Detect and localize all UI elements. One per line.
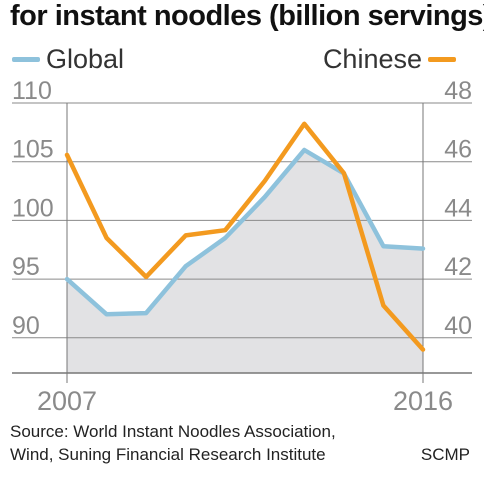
series-line-global [64,147,426,317]
chart-plot: 110 105 100 95 90 48 46 44 42 40 2007 2016 [12,77,472,416]
source-note: Source: World Instant Noodles Associatio… [10,422,336,464]
y-right-tick-label: 46 [444,136,472,164]
y-left-tick-label: 90 [12,312,40,340]
y-left-tick-label: 100 [12,194,54,222]
legend-global-label: Global [46,44,125,74]
legend-chinese: Chinese [323,44,456,75]
y-right-tick-label: 40 [444,312,472,340]
series-line-chinese [64,121,426,352]
y-right-tick-label: 44 [444,194,472,222]
y-right-tick-label: 42 [444,253,472,281]
y-left-tick-label: 95 [12,253,40,281]
legend-chinese-swatch [428,57,456,62]
global-area [67,150,423,373]
x-tick-label: 2016 [393,386,453,416]
x-tick-label: 2007 [37,386,97,416]
legend-global-swatch [12,57,40,62]
credit-label: SCMP [420,445,470,464]
legend-chinese-label: Chinese [322,44,422,74]
y-left-tick-label: 105 [12,136,54,164]
y-right-tick-label: 48 [444,77,472,105]
legend-global: Global [12,44,124,75]
y-left-tick-label: 110 [12,77,52,105]
chart-title: for instant noodles (billion servings) [10,0,484,32]
